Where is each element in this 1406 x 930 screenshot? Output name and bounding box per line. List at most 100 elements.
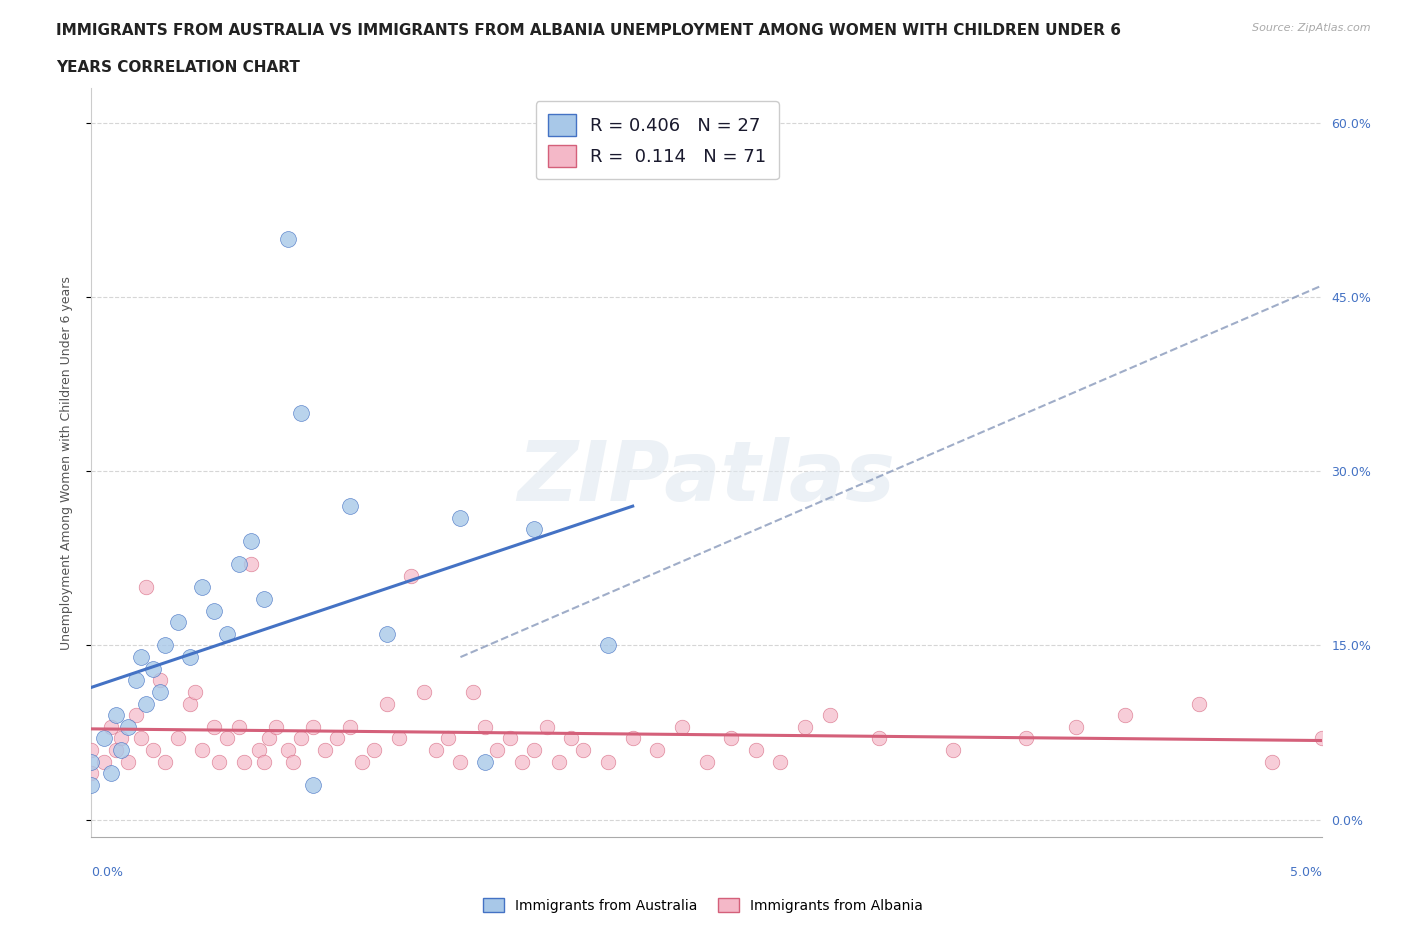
- Point: [215, 627, 238, 642]
- Point: [399, 568, 422, 583]
- Point: [1015, 731, 1038, 746]
- Point: [290, 405, 312, 420]
- Point: [281, 754, 304, 769]
- Point: [252, 754, 274, 769]
- Point: [202, 719, 225, 734]
- Point: [129, 650, 152, 665]
- Point: [100, 719, 122, 734]
- Legend: R = 0.406   N = 27, R =  0.114   N = 71: R = 0.406 N = 27, R = 0.114 N = 71: [536, 101, 779, 179]
- Point: [228, 719, 250, 734]
- Text: ZIPatlas: ZIPatlas: [517, 437, 896, 518]
- Point: [149, 684, 172, 699]
- Point: [301, 777, 323, 792]
- Legend: Immigrants from Australia, Immigrants from Albania: Immigrants from Australia, Immigrants fr…: [478, 893, 928, 919]
- Point: [117, 754, 139, 769]
- Point: [135, 580, 156, 595]
- Point: [142, 661, 165, 676]
- Point: [375, 627, 398, 642]
- Point: [425, 742, 447, 757]
- Point: [124, 673, 146, 688]
- Point: [547, 754, 569, 769]
- Point: [80, 742, 103, 757]
- Point: [142, 742, 165, 757]
- Point: [105, 742, 127, 757]
- Text: IMMIGRANTS FROM AUSTRALIA VS IMMIGRANTS FROM ALBANIA UNEMPLOYMENT AMONG WOMEN WI: IMMIGRANTS FROM AUSTRALIA VS IMMIGRANTS …: [56, 23, 1121, 38]
- Point: [523, 522, 546, 537]
- Point: [412, 684, 434, 699]
- Point: [100, 765, 122, 780]
- Point: [277, 742, 299, 757]
- Point: [202, 604, 225, 618]
- Point: [498, 731, 520, 746]
- Point: [388, 731, 411, 746]
- Point: [80, 754, 103, 769]
- Point: [232, 754, 256, 769]
- Text: Source: ZipAtlas.com: Source: ZipAtlas.com: [1253, 23, 1371, 33]
- Point: [228, 557, 250, 572]
- Point: [339, 498, 361, 513]
- Point: [1310, 731, 1333, 746]
- Point: [80, 765, 103, 780]
- Point: [523, 742, 546, 757]
- Point: [352, 754, 374, 769]
- Point: [510, 754, 533, 769]
- Point: [1261, 754, 1284, 769]
- Point: [110, 742, 132, 757]
- Point: [1114, 708, 1136, 723]
- Point: [671, 719, 693, 734]
- Point: [596, 638, 619, 653]
- Point: [208, 754, 231, 769]
- Point: [153, 754, 177, 769]
- Point: [179, 696, 201, 711]
- Point: [1187, 696, 1209, 711]
- Point: [474, 754, 496, 769]
- Point: [941, 742, 963, 757]
- Point: [1064, 719, 1087, 734]
- Point: [166, 615, 188, 630]
- Point: [215, 731, 238, 746]
- Point: [868, 731, 890, 746]
- Point: [437, 731, 460, 746]
- Text: 0.0%: 0.0%: [91, 866, 124, 879]
- Point: [277, 232, 299, 246]
- Point: [80, 777, 103, 792]
- Point: [621, 731, 644, 746]
- Point: [818, 708, 841, 723]
- Point: [153, 638, 177, 653]
- Point: [339, 719, 361, 734]
- Point: [793, 719, 815, 734]
- Point: [240, 557, 263, 572]
- Point: [252, 591, 274, 606]
- Point: [326, 731, 349, 746]
- Point: [596, 754, 619, 769]
- Point: [105, 708, 127, 723]
- Point: [247, 742, 270, 757]
- Point: [745, 742, 768, 757]
- Point: [240, 534, 263, 549]
- Y-axis label: Unemployment Among Women with Children Under 6 years: Unemployment Among Women with Children U…: [60, 275, 73, 650]
- Point: [449, 511, 471, 525]
- Point: [179, 650, 201, 665]
- Point: [129, 731, 152, 746]
- Point: [257, 731, 280, 746]
- Point: [720, 731, 742, 746]
- Point: [110, 731, 132, 746]
- Point: [191, 580, 214, 595]
- Point: [560, 731, 582, 746]
- Point: [645, 742, 668, 757]
- Text: YEARS CORRELATION CHART: YEARS CORRELATION CHART: [56, 60, 299, 75]
- Point: [149, 673, 172, 688]
- Point: [486, 742, 509, 757]
- Point: [117, 719, 139, 734]
- Text: 5.0%: 5.0%: [1289, 866, 1322, 879]
- Point: [124, 708, 146, 723]
- Point: [449, 754, 471, 769]
- Point: [375, 696, 398, 711]
- Point: [166, 731, 188, 746]
- Point: [536, 719, 558, 734]
- Point: [301, 719, 323, 734]
- Point: [183, 684, 207, 699]
- Point: [93, 731, 115, 746]
- Point: [695, 754, 717, 769]
- Point: [93, 754, 115, 769]
